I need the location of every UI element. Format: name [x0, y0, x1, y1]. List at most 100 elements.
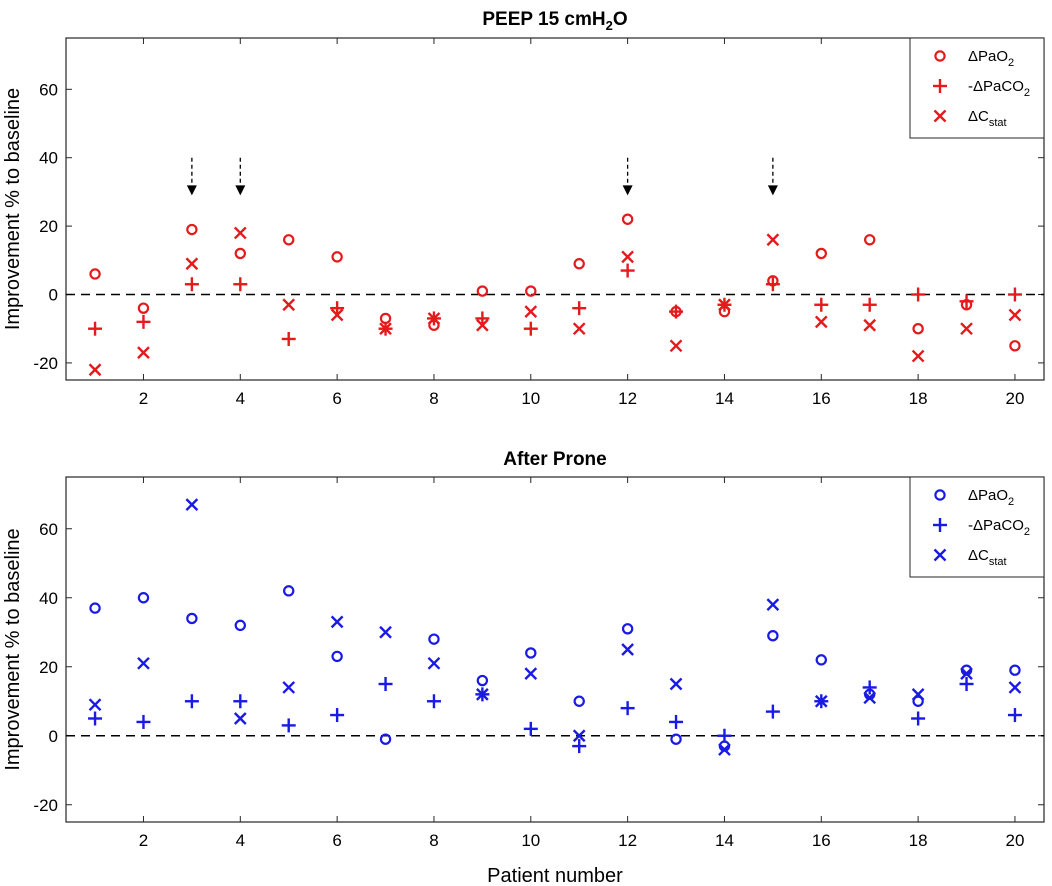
data-point [911, 711, 926, 726]
x-tick-label: 20 [1005, 831, 1024, 850]
series-2 [88, 226, 1022, 377]
x-tick-label: 4 [236, 389, 245, 408]
data-point [283, 234, 295, 246]
axes-frame [65, 476, 1045, 823]
data-point [718, 743, 731, 756]
data-point [281, 718, 296, 733]
data-point [89, 268, 101, 280]
data-point [621, 213, 634, 225]
data-point [331, 251, 343, 263]
data-point [427, 312, 441, 325]
data-point [863, 318, 877, 332]
y-tick-label: 60 [39, 80, 58, 99]
y-axis-label: Improvement % to baseline [2, 528, 24, 770]
legend-entry: ΔCstat [968, 547, 1007, 568]
data-point [670, 733, 682, 745]
data-point [766, 598, 780, 611]
data-point [814, 694, 828, 708]
legend-entry: ΔCstat [968, 108, 1007, 129]
series-1 [88, 677, 1022, 754]
data-point [476, 674, 489, 687]
data-point [234, 247, 246, 260]
y-axis-label: Improvement % to baseline [2, 88, 24, 330]
data-point [137, 302, 150, 314]
legend-entry: ΔPaO2 [968, 48, 1014, 69]
x-tick-label: 2 [139, 389, 148, 408]
data-point [765, 704, 780, 719]
data-point [476, 285, 489, 297]
data-point [137, 656, 150, 670]
data-point [283, 585, 295, 597]
data-point [330, 708, 345, 723]
data-point [573, 695, 585, 707]
legend: ΔPaO2 -ΔPaCO2 ΔCstat [909, 476, 1045, 578]
data-point [621, 250, 634, 264]
data-point [476, 318, 489, 332]
x-tick-label: 10 [521, 831, 540, 850]
data-point [136, 314, 151, 329]
data-point [959, 677, 974, 691]
data-point [1008, 308, 1022, 322]
y-tick-label: -20 [33, 354, 58, 373]
data-point [379, 312, 392, 325]
data-point [136, 714, 151, 729]
data-point [1009, 340, 1021, 352]
legend-entry: -ΔPaCO2 [968, 517, 1030, 538]
x-axis-label: Patient number [487, 865, 623, 886]
legend-marker [933, 79, 947, 93]
x-tick-label: 18 [909, 831, 928, 850]
series-0 [89, 585, 1021, 752]
data-point [572, 739, 587, 754]
arrow-annotation [622, 157, 633, 196]
data-point [523, 721, 538, 736]
series-2 [88, 498, 1022, 756]
data-point [912, 323, 924, 335]
y-tick-label: 60 [39, 520, 58, 539]
data-point [572, 322, 586, 336]
data-point [669, 714, 684, 729]
data-point [717, 728, 732, 743]
data-point [137, 592, 150, 604]
data-point [815, 247, 827, 260]
data-point [185, 498, 199, 511]
series-0 [89, 213, 1021, 352]
data-point [184, 277, 199, 292]
chart-after-prone: After Prone 2 4 6 8 10 12 14 16 18 20 -20 0 20 40 60 Imp… [2, 449, 1045, 886]
data-point [1007, 287, 1022, 302]
x-tick-label: 8 [429, 831, 438, 850]
arrow-annotation [186, 157, 197, 196]
legend-marker [933, 109, 947, 123]
data-point [718, 298, 731, 312]
legend-box [909, 37, 1045, 139]
data-point [862, 680, 877, 695]
data-point [379, 322, 392, 336]
data-point [428, 633, 440, 645]
legend-entry: ΔPaO2 [968, 487, 1014, 508]
data-point [766, 233, 780, 247]
legend-marker [933, 548, 947, 562]
data-point [1007, 708, 1022, 723]
data-point [621, 643, 634, 656]
y-tick-label: 0 [49, 727, 58, 746]
x-tick-label: 4 [236, 831, 245, 850]
data-point [524, 667, 538, 680]
x-tick-label: 18 [909, 389, 928, 408]
chart-peep-15: PEEP 15 cmH2O 2 4 6 8 10 12 14 16 18 20 -20 0 20 40 60 I… [2, 9, 1045, 408]
legend-marker [933, 518, 947, 532]
data-point [89, 602, 101, 614]
legend-marker [934, 50, 946, 62]
data-point [233, 694, 248, 709]
data-point [88, 363, 102, 377]
data-point [863, 691, 877, 705]
y-tick-label: 20 [39, 658, 58, 677]
data-point [476, 688, 489, 701]
data-point [137, 346, 150, 359]
data-point [525, 647, 537, 659]
data-point [862, 297, 877, 312]
data-point [330, 301, 345, 316]
data-point [88, 321, 103, 336]
x-tick-label: 14 [715, 831, 734, 850]
data-point [525, 285, 537, 297]
data-point [912, 695, 924, 707]
